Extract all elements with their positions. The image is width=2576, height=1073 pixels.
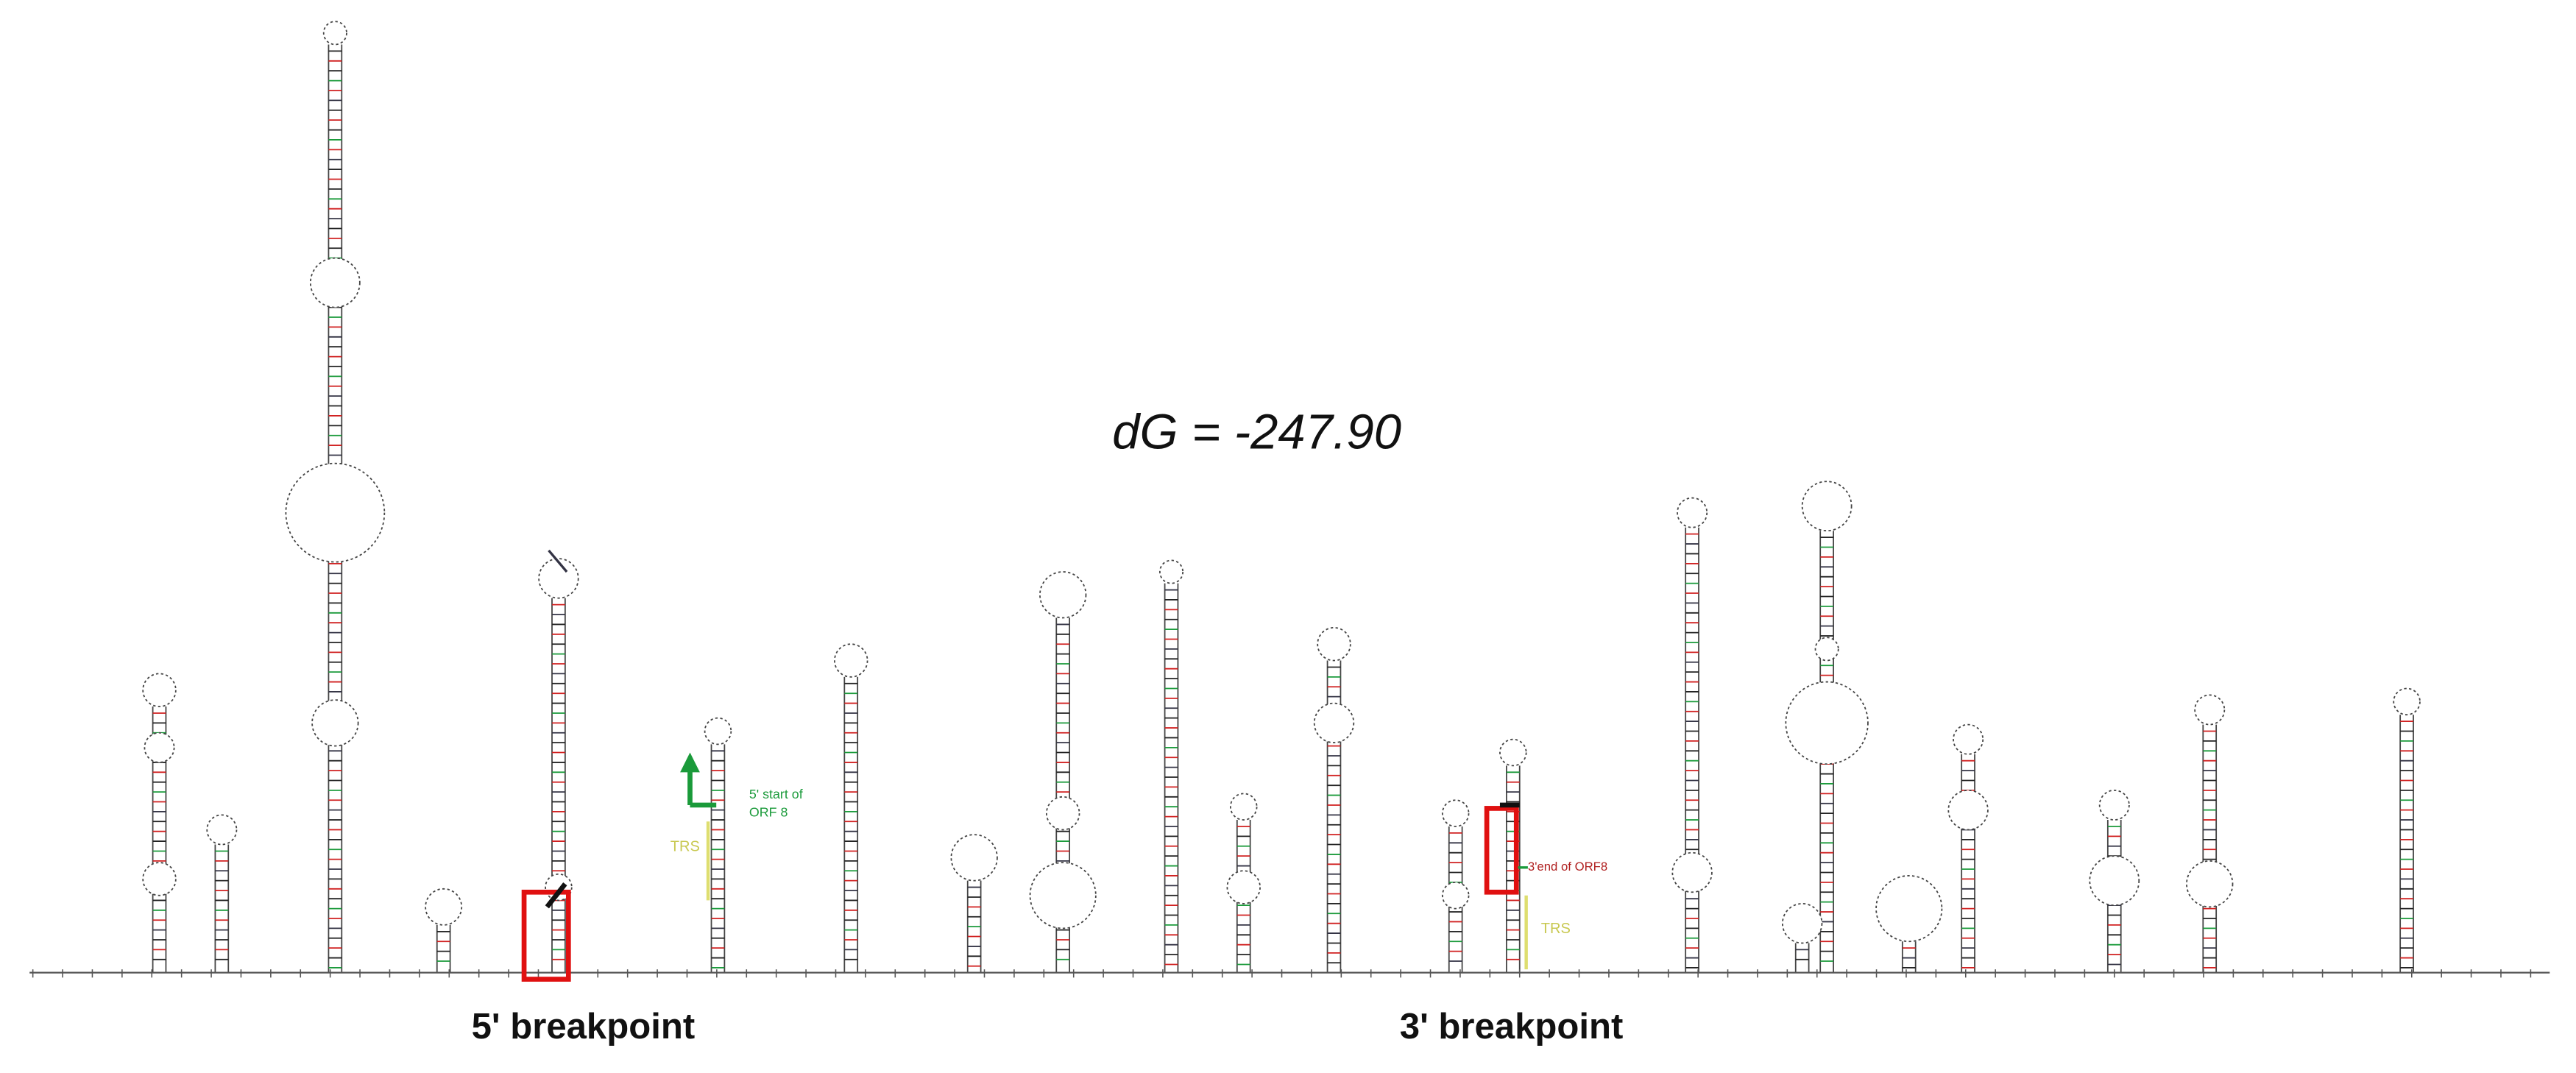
loop — [1671, 851, 1713, 893]
loop — [1029, 862, 1097, 929]
loop — [2089, 855, 2140, 907]
loop — [950, 834, 998, 882]
breakpoint-label: 5' breakpoint — [472, 1007, 696, 1047]
loop — [1785, 681, 1869, 765]
stem — [1441, 799, 1470, 973]
stem — [704, 717, 732, 973]
loop — [1317, 626, 1351, 662]
loop — [2194, 694, 2226, 726]
loop — [1947, 789, 1989, 831]
trs-label: TRS — [670, 838, 700, 854]
loop — [309, 257, 361, 308]
loop — [1226, 870, 1261, 904]
loop — [1441, 799, 1470, 827]
loop — [425, 888, 463, 926]
loop — [2098, 789, 2130, 821]
loop — [1159, 559, 1184, 584]
loop — [2186, 860, 2234, 908]
loop — [834, 643, 868, 678]
loop — [1801, 481, 1853, 532]
loop — [142, 673, 177, 707]
loop — [704, 717, 732, 746]
loop — [2393, 687, 2421, 716]
stem — [950, 834, 998, 973]
stem — [1947, 723, 1989, 973]
loop — [1875, 875, 1943, 943]
stem — [1029, 571, 1097, 973]
breakpoint-box — [521, 889, 571, 982]
stem — [1781, 902, 1823, 973]
stem — [206, 814, 238, 973]
loop — [1045, 796, 1080, 831]
stem — [538, 558, 579, 973]
free-energy-label: dG = -247.90 — [1112, 405, 1401, 460]
trs-label: TRS — [1541, 921, 1571, 937]
stem — [1226, 793, 1261, 973]
loop — [1499, 738, 1527, 767]
start-arrowhead — [680, 752, 700, 773]
rna-stems — [142, 21, 2421, 973]
stem — [2393, 687, 2421, 973]
loop — [322, 21, 347, 46]
loop — [1441, 881, 1470, 910]
loop — [1953, 723, 1984, 755]
loop — [1677, 497, 1708, 528]
orf8-start-label: ORF 8 — [749, 805, 788, 820]
breakpoint-box — [1484, 806, 1519, 895]
stem — [1671, 497, 1713, 973]
cut-marker — [548, 549, 568, 573]
loop — [1814, 637, 1839, 662]
stem — [2089, 789, 2140, 973]
loop — [538, 558, 579, 599]
loop — [206, 814, 238, 846]
stem — [285, 21, 386, 973]
baseline-ticks — [32, 969, 2532, 978]
stem — [2186, 694, 2234, 973]
breakpoint-marker — [545, 882, 567, 909]
loop — [1781, 902, 1823, 944]
loop — [144, 732, 175, 763]
stem — [1313, 626, 1355, 973]
orf8-end-label: 3'end of ORF8 — [1528, 860, 1607, 874]
loop — [311, 699, 359, 747]
loop — [1229, 793, 1258, 821]
loop — [1039, 571, 1087, 619]
stem — [1499, 738, 1527, 973]
breakpoint-label: 3' breakpoint — [1400, 1007, 1624, 1047]
stem — [834, 643, 868, 973]
stem — [142, 673, 177, 973]
loop — [142, 862, 177, 896]
stem — [1875, 875, 1943, 973]
loop — [1313, 702, 1355, 744]
stem — [1785, 481, 1869, 973]
stem — [1159, 559, 1184, 973]
stem — [425, 888, 463, 973]
orf8-start-label: 5' start of — [749, 787, 803, 801]
loop — [285, 462, 386, 563]
